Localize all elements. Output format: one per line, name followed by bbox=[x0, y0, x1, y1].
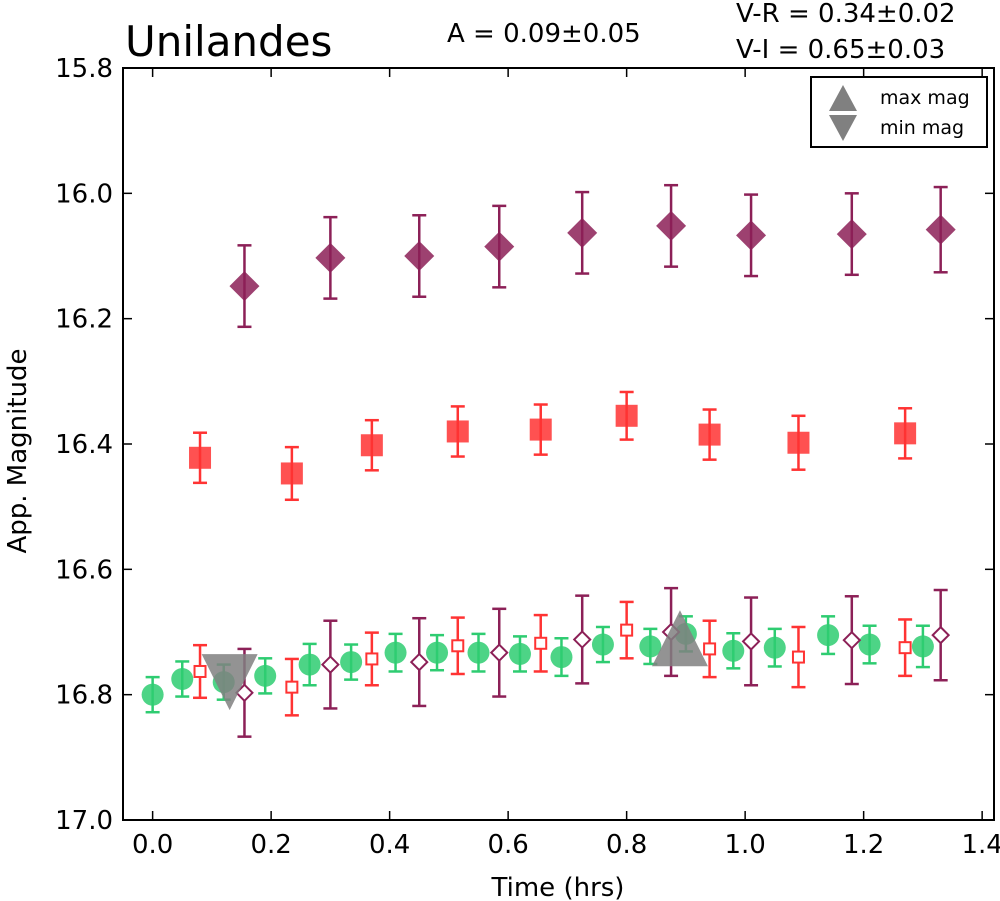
y-tick-label: 16.4 bbox=[55, 430, 113, 460]
x-axis-label: Time (hrs) bbox=[491, 873, 625, 901]
data-point-circle bbox=[722, 639, 745, 662]
data-point-diamond bbox=[484, 231, 515, 262]
axes-frame bbox=[122, 67, 995, 821]
y-tick-label: 17.0 bbox=[55, 806, 113, 836]
data-point-square-open bbox=[703, 642, 717, 656]
axis-ticks: 0.0 0.2 0.4 0.6 0.8 1.0 1.2 1.4 15.8 16.0 16.2 16.4… bbox=[55, 54, 1000, 860]
data-point-circle bbox=[254, 664, 277, 687]
data-point-square bbox=[280, 462, 303, 485]
y-tick-label: 16.8 bbox=[55, 681, 113, 711]
x-tick-label: 1.2 bbox=[843, 830, 884, 860]
data-point-circle bbox=[911, 635, 934, 658]
data-point-diamond-open bbox=[842, 630, 862, 650]
data-point-circle bbox=[467, 641, 490, 664]
chart-title: Unilandes bbox=[125, 17, 332, 66]
data-point-square bbox=[698, 423, 721, 446]
data-point-square-open bbox=[451, 639, 465, 653]
data-point-square-open bbox=[365, 652, 379, 666]
chart-marks bbox=[141, 183, 956, 738]
data-point-square bbox=[189, 446, 212, 469]
data-point-diamond bbox=[836, 219, 867, 250]
data-point-square-open bbox=[791, 650, 805, 664]
data-point-diamond bbox=[736, 220, 767, 251]
amplitude-annotation: A = 0.09±0.05 bbox=[447, 19, 641, 49]
data-point-square-open bbox=[620, 623, 634, 637]
data-point-diamond bbox=[567, 217, 598, 248]
y-tick-label: 16.2 bbox=[55, 305, 113, 335]
data-point-circle bbox=[171, 668, 194, 690]
data-point-circle bbox=[858, 633, 881, 656]
legend: max mag min mag bbox=[810, 76, 988, 148]
x-tick-label: 0.8 bbox=[606, 830, 647, 860]
data-point-diamond-open bbox=[572, 630, 592, 649]
data-point-square bbox=[529, 418, 552, 441]
x-tick-label: 0.2 bbox=[250, 830, 291, 860]
data-point-circle bbox=[817, 624, 840, 647]
y-tick-label: 15.8 bbox=[55, 54, 113, 84]
data-point-circle bbox=[340, 651, 363, 674]
x-tick-label: 1.0 bbox=[724, 830, 765, 860]
data-point-diamond bbox=[656, 210, 687, 241]
max-mag-marker bbox=[651, 610, 708, 667]
data-point-diamond bbox=[925, 214, 956, 245]
min-mag-legend-icon bbox=[829, 115, 857, 141]
legend-label-min-mag: min mag bbox=[880, 117, 964, 139]
data-point-diamond-open bbox=[741, 631, 761, 651]
x-tick-label: 0.0 bbox=[132, 830, 173, 860]
data-point-diamond bbox=[404, 241, 435, 271]
data-point-diamond bbox=[229, 271, 260, 302]
data-point-diamond-open bbox=[320, 655, 340, 675]
data-point-square-open bbox=[285, 680, 299, 694]
y-tick-label: 16.0 bbox=[55, 179, 113, 209]
data-point-circle bbox=[763, 636, 786, 659]
data-point-circle bbox=[550, 646, 573, 669]
data-point-circle bbox=[639, 635, 662, 658]
data-point-square bbox=[446, 420, 469, 443]
data-point-circle bbox=[141, 683, 164, 706]
data-point-square bbox=[787, 431, 810, 454]
data-point-square bbox=[894, 422, 917, 445]
data-point-circle bbox=[508, 642, 531, 665]
x-tick-label: 1.4 bbox=[961, 830, 1000, 860]
data-point-square bbox=[615, 404, 638, 427]
data-point-square-open bbox=[898, 641, 912, 655]
data-point-diamond-open bbox=[409, 652, 429, 672]
data-point-diamond-open bbox=[489, 643, 509, 663]
data-point-circle bbox=[591, 633, 614, 656]
x-tick-label: 0.6 bbox=[487, 830, 528, 860]
data-point-circle bbox=[426, 641, 449, 664]
v-i-annotation: V-I = 0.65±0.03 bbox=[736, 35, 945, 65]
data-point-circle bbox=[384, 641, 407, 664]
data-point-square-open bbox=[534, 636, 548, 650]
data-point-circle bbox=[298, 653, 321, 676]
x-tick-label: 0.4 bbox=[369, 830, 410, 860]
data-point-square bbox=[360, 434, 383, 457]
data-point-square-open bbox=[193, 664, 207, 678]
min-mag-marker bbox=[201, 654, 258, 711]
data-point-diamond-open bbox=[931, 625, 951, 645]
y-axis-label: App. Magnitude bbox=[3, 348, 33, 553]
legend-label-max-mag: max mag bbox=[880, 87, 970, 109]
max-mag-legend-icon bbox=[829, 85, 857, 111]
y-tick-label: 16.6 bbox=[55, 555, 113, 585]
data-point-diamond bbox=[315, 242, 346, 273]
v-r-annotation: V-R = 0.34±0.02 bbox=[736, 0, 956, 29]
